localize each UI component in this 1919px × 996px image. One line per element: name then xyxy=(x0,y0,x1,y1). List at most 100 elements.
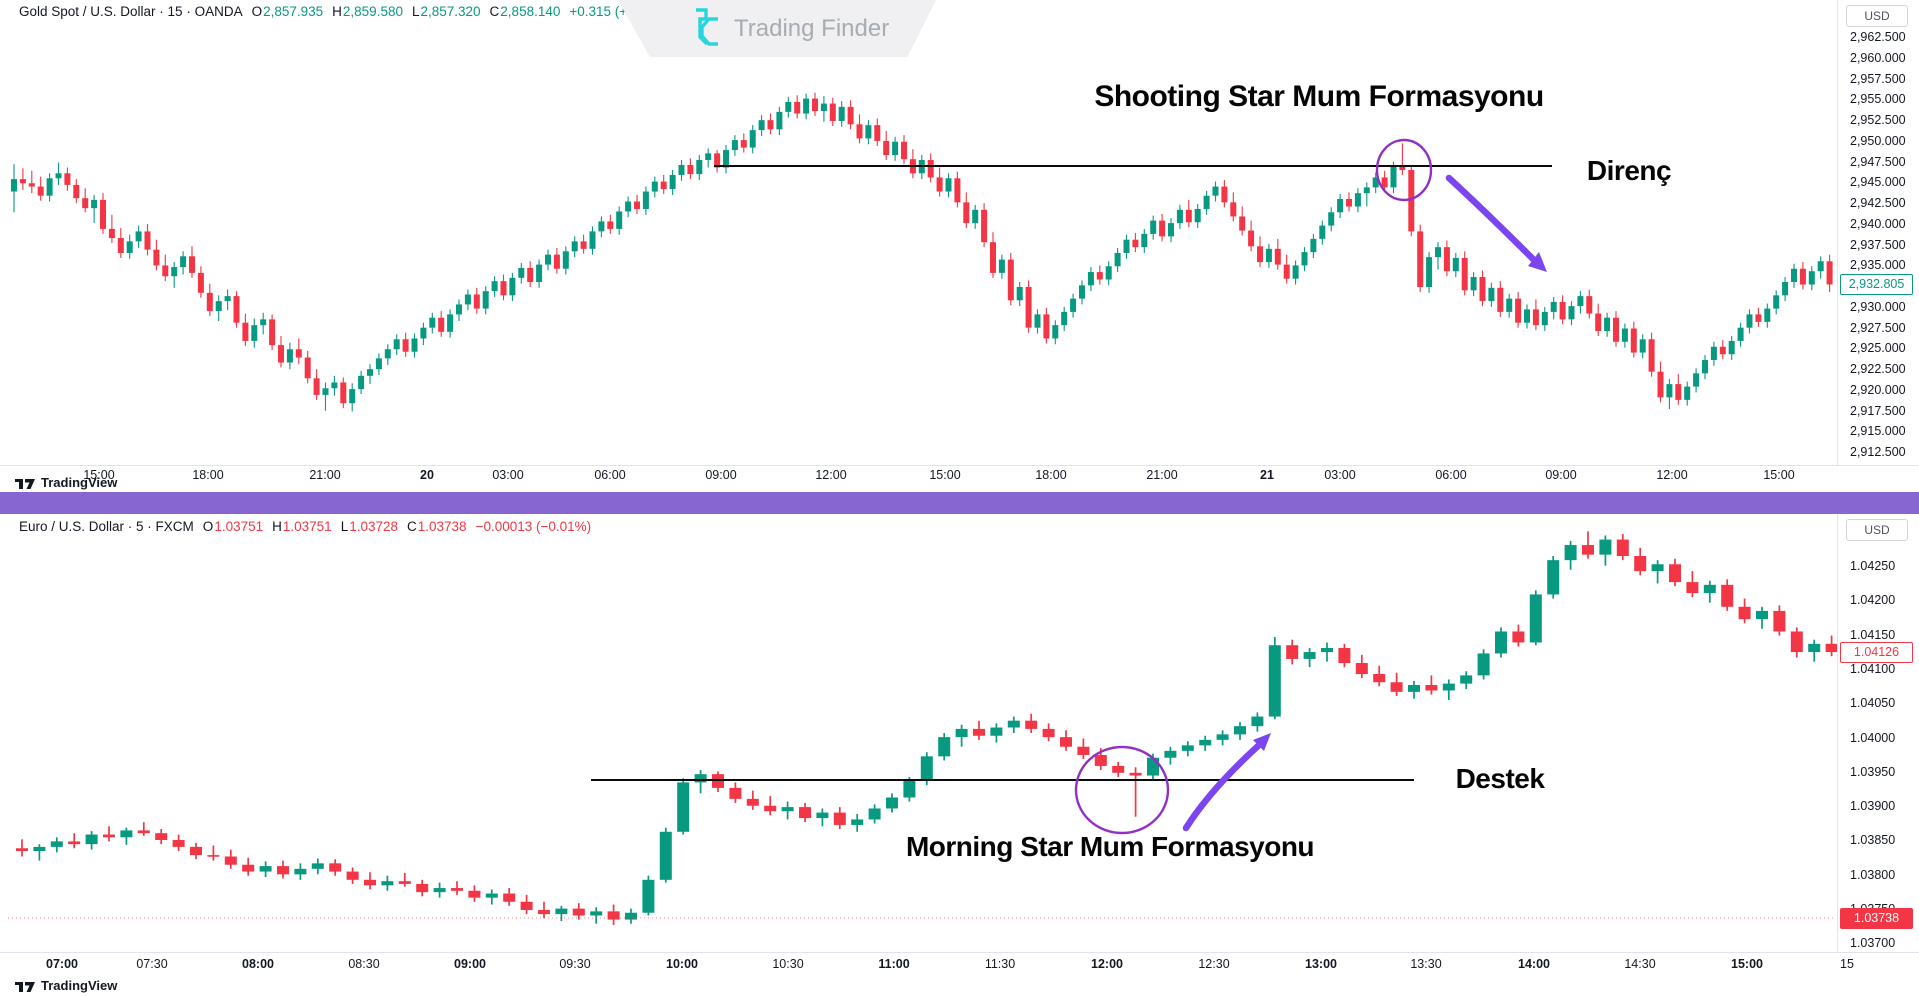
tradingview-attribution-bottom[interactable]: TradingView xyxy=(15,978,117,993)
candle xyxy=(527,261,534,287)
time-tick: 12:30 xyxy=(1198,957,1230,971)
candle xyxy=(1541,306,1548,331)
candle xyxy=(918,155,925,180)
candle xyxy=(1185,199,1192,228)
pattern-title-bottom: Morning Star Mum Formasyonu xyxy=(905,831,1315,862)
candle xyxy=(1755,307,1762,327)
symbol-title[interactable]: Gold Spot / U.S. Dollar · 15 · OANDA xyxy=(19,4,243,19)
price-tick: 2,915.000 xyxy=(1850,424,1906,439)
candle xyxy=(190,842,202,860)
trading-finder-logo-text: Trading Finder xyxy=(734,14,890,42)
candle xyxy=(696,155,703,180)
candle xyxy=(1703,580,1716,603)
time-tick: 03:00 xyxy=(492,468,524,482)
candle xyxy=(1265,243,1272,268)
open-value: 2,857.935 xyxy=(263,4,324,19)
candle xyxy=(16,839,28,857)
candle xyxy=(384,344,391,366)
candle xyxy=(375,353,382,375)
candle xyxy=(162,254,169,282)
candle xyxy=(1604,312,1611,337)
candle xyxy=(642,875,655,916)
last-price-badge: 2,932.805 xyxy=(1840,274,1913,296)
candle xyxy=(607,214,614,234)
candle xyxy=(1194,204,1201,229)
candle xyxy=(1168,218,1174,243)
candle xyxy=(46,173,53,202)
candle xyxy=(1442,679,1455,701)
low-value: 1.03728 xyxy=(349,519,399,534)
candle xyxy=(1764,303,1771,328)
candle xyxy=(856,114,863,144)
candles-Euro / U.S. Dollar · 5 · FXCM xyxy=(16,531,1838,926)
price-tick: 2,955.000 xyxy=(1850,92,1906,107)
currency-button-bottom[interactable]: USD xyxy=(1846,519,1908,541)
candle xyxy=(829,97,836,126)
symbol-title[interactable]: Euro / U.S. Dollar · 5 · FXCM xyxy=(19,519,194,534)
candle xyxy=(642,186,649,215)
candle xyxy=(215,295,222,322)
candle xyxy=(1112,761,1125,777)
candle xyxy=(464,289,471,311)
price-tick: 2,945.000 xyxy=(1850,175,1906,190)
candle xyxy=(678,160,685,181)
candle xyxy=(411,333,418,358)
price-tick: 1.04250 xyxy=(1850,559,1896,573)
candle xyxy=(990,723,1003,743)
candle xyxy=(1746,309,1753,334)
candle xyxy=(1639,334,1646,359)
low-label: L xyxy=(340,519,349,534)
candle xyxy=(1212,181,1219,202)
candle xyxy=(433,882,446,898)
candle xyxy=(945,173,952,198)
candle xyxy=(694,770,707,794)
candle xyxy=(1292,260,1299,285)
candle xyxy=(1773,605,1786,636)
candle xyxy=(1477,649,1490,680)
time-tick: 13:00 xyxy=(1305,957,1337,971)
candle xyxy=(794,95,801,119)
candle xyxy=(251,318,258,348)
time-tick: 06:00 xyxy=(594,468,626,482)
candle xyxy=(714,150,721,173)
candle xyxy=(1461,251,1468,296)
candle xyxy=(171,262,178,288)
axis-separator-v-top xyxy=(1837,0,1838,465)
candle xyxy=(990,232,996,278)
candle xyxy=(803,93,810,120)
trading-finder-banner: Trading Finder xyxy=(618,0,936,57)
candle xyxy=(659,827,672,883)
tradingview-icon xyxy=(15,981,35,992)
candle xyxy=(1061,306,1068,331)
candle xyxy=(346,867,359,884)
candle xyxy=(1268,636,1281,720)
candle xyxy=(172,834,185,852)
candle xyxy=(874,118,881,146)
candle xyxy=(955,724,968,747)
candle xyxy=(625,196,632,218)
section-divider-bar xyxy=(0,492,1919,514)
candle xyxy=(1338,643,1351,668)
candle xyxy=(381,875,394,891)
candle xyxy=(1790,627,1803,658)
candle xyxy=(892,136,899,161)
candle xyxy=(816,808,829,827)
candle xyxy=(1230,192,1237,222)
candle xyxy=(451,881,463,895)
time-tick: 10:00 xyxy=(666,957,698,971)
tradingview-attribution-top[interactable]: TradingView xyxy=(15,475,117,490)
candle xyxy=(189,246,195,278)
time-tick: 03:00 xyxy=(1324,468,1356,482)
tradingview-icon xyxy=(15,478,35,489)
time-tick: 20 xyxy=(420,468,434,482)
candle xyxy=(1826,254,1833,292)
symbol-legend-eurusd: Euro / U.S. Dollar · 5 · FXCM O 1.03751 H… xyxy=(19,519,591,534)
currency-button-top[interactable]: USD xyxy=(1846,5,1908,27)
candle xyxy=(1301,247,1308,272)
candle xyxy=(135,225,142,248)
candle xyxy=(1470,272,1477,297)
candle xyxy=(767,113,774,135)
time-tick: 15:00 xyxy=(1731,957,1763,971)
price-tick: 1.03950 xyxy=(1850,764,1896,779)
